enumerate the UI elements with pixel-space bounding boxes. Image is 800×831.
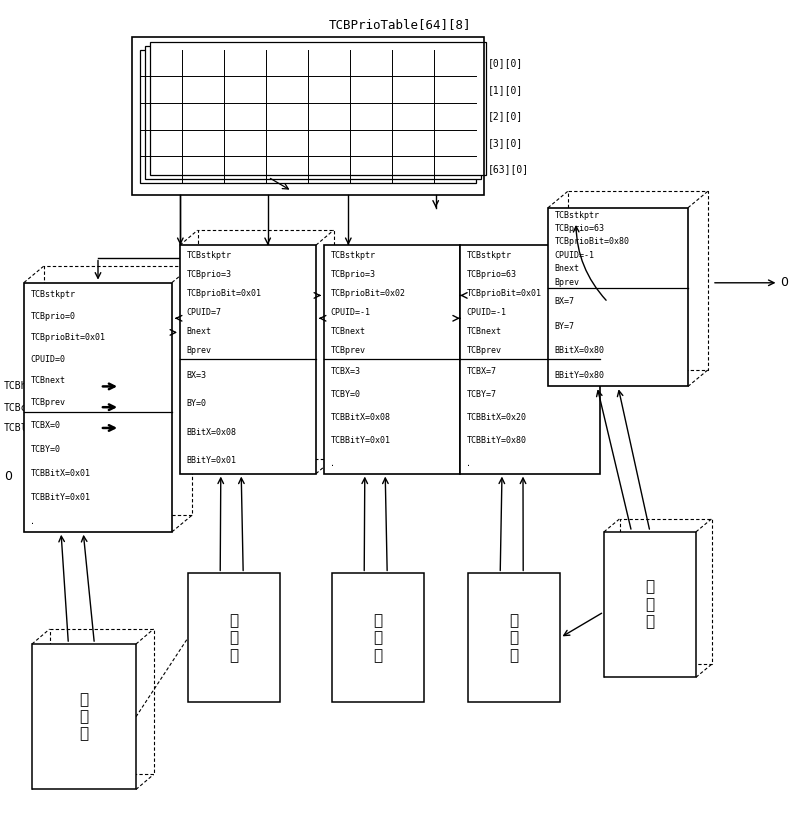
Text: BBitY=0x80: BBitY=0x80 (554, 371, 605, 380)
FancyBboxPatch shape (604, 532, 696, 677)
Text: ...: ... (198, 138, 207, 148)
Text: 线
程
栈: 线 程 栈 (646, 580, 654, 629)
Text: TCBlist: TCBlist (4, 423, 45, 433)
Text: TCBBitX=0x01: TCBBitX=0x01 (30, 469, 90, 478)
Text: TCBBitX=0x08: TCBBitX=0x08 (330, 413, 390, 422)
Text: 线
程
栈: 线 程 栈 (230, 613, 238, 662)
Text: [3][0]: [3][0] (488, 138, 523, 148)
Text: TCBnext: TCBnext (30, 376, 66, 386)
FancyBboxPatch shape (188, 573, 280, 702)
FancyBboxPatch shape (324, 245, 460, 474)
Text: TCBprio=3: TCBprio=3 (186, 270, 231, 279)
Text: [63][0]: [63][0] (488, 165, 529, 175)
Text: TCBY=7: TCBY=7 (466, 391, 496, 400)
Text: TCBprioBit=0x80: TCBprioBit=0x80 (554, 238, 630, 247)
Text: TCBstkptr: TCBstkptr (186, 251, 231, 260)
FancyBboxPatch shape (145, 46, 481, 179)
Text: ...: ... (325, 138, 334, 148)
Text: ...: ... (241, 138, 250, 148)
FancyBboxPatch shape (32, 644, 136, 789)
Text: Bnext: Bnext (186, 327, 211, 337)
Text: Bprev: Bprev (186, 347, 211, 356)
Text: TCBstkptr: TCBstkptr (466, 251, 511, 260)
Text: BBitX=0x80: BBitX=0x80 (554, 347, 605, 356)
Text: Bnext: Bnext (554, 264, 579, 273)
Text: CPUID=-1: CPUID=-1 (554, 251, 594, 260)
Text: 线
程
栈: 线 程 栈 (79, 692, 89, 741)
Text: 线
程
栈: 线 程 栈 (374, 613, 382, 662)
Text: CPUID=0: CPUID=0 (30, 355, 66, 364)
Text: 0: 0 (780, 276, 788, 289)
Text: [2][0]: [2][0] (488, 111, 523, 121)
Text: TCBprio=63: TCBprio=63 (554, 224, 605, 233)
FancyBboxPatch shape (468, 573, 560, 702)
Text: TCBprev: TCBprev (30, 398, 66, 407)
FancyBboxPatch shape (180, 245, 316, 474)
Text: TCBcur[8]: TCBcur[8] (4, 402, 57, 412)
Text: ...: ... (450, 138, 459, 148)
Text: TCBprev: TCBprev (330, 347, 366, 356)
Text: TCBprioBit=0x01: TCBprioBit=0x01 (466, 289, 542, 298)
Text: TCBPrioTable[64][8]: TCBPrioTable[64][8] (329, 18, 471, 32)
Text: BX=3: BX=3 (186, 371, 206, 380)
Text: CPUID=-1: CPUID=-1 (330, 308, 370, 317)
Text: BBitX=0x08: BBitX=0x08 (186, 428, 237, 437)
Text: .: . (466, 459, 471, 468)
Text: TCBprio=0: TCBprio=0 (30, 312, 75, 321)
FancyBboxPatch shape (460, 245, 600, 474)
Text: .: . (30, 517, 35, 525)
Text: TCBprioBit=0x02: TCBprioBit=0x02 (330, 289, 406, 298)
Text: TCBprioBit=0x01: TCBprioBit=0x01 (186, 289, 262, 298)
Text: TCBX=3: TCBX=3 (330, 367, 361, 376)
Text: BY=0: BY=0 (186, 399, 206, 408)
Text: [0][0]: [0][0] (488, 58, 523, 68)
Text: ...: ... (409, 138, 418, 148)
Text: .: . (330, 459, 335, 468)
Text: [1][0]: [1][0] (488, 85, 523, 95)
FancyBboxPatch shape (24, 283, 172, 532)
Text: TCBBitX=0x20: TCBBitX=0x20 (466, 413, 526, 422)
Text: TCBBitY=0x01: TCBBitY=0x01 (330, 436, 390, 445)
Text: TCBprio=63: TCBprio=63 (466, 270, 517, 279)
Text: TCBX=0: TCBX=0 (30, 420, 61, 430)
Text: TCBstkptr: TCBstkptr (554, 210, 599, 219)
Text: ...: ... (282, 138, 291, 148)
Text: TCBstkptr: TCBstkptr (330, 251, 375, 260)
Text: TCBX=7: TCBX=7 (466, 367, 496, 376)
Text: TCBBitY=0x80: TCBBitY=0x80 (466, 436, 526, 445)
Text: TCBstkptr: TCBstkptr (30, 290, 75, 299)
Text: TCBBitY=0x01: TCBBitY=0x01 (30, 493, 90, 502)
Text: TCBprioBit=0x01: TCBprioBit=0x01 (30, 333, 106, 342)
Text: TCBY=0: TCBY=0 (30, 445, 61, 454)
Text: ...: ... (157, 138, 166, 148)
FancyBboxPatch shape (150, 42, 486, 175)
Text: BX=7: BX=7 (554, 297, 574, 306)
FancyBboxPatch shape (140, 50, 476, 183)
Text: Bprev: Bprev (554, 278, 579, 287)
Text: TCBnext: TCBnext (466, 327, 502, 337)
Text: BY=7: BY=7 (554, 322, 574, 331)
Text: TCBY=0: TCBY=0 (330, 391, 361, 400)
Text: CPUID=7: CPUID=7 (186, 308, 222, 317)
Text: 0: 0 (4, 470, 12, 484)
Text: TCBhighReady[8]: TCBhighReady[8] (4, 381, 92, 391)
Text: TCBnext: TCBnext (330, 327, 366, 337)
Text: TCBprev: TCBprev (466, 347, 502, 356)
Text: 线
程
栈: 线 程 栈 (510, 613, 518, 662)
FancyBboxPatch shape (548, 208, 688, 386)
Text: ...: ... (366, 138, 375, 148)
FancyBboxPatch shape (332, 573, 424, 702)
Text: TCBprio=3: TCBprio=3 (330, 270, 375, 279)
Text: CPUID=-1: CPUID=-1 (466, 308, 506, 317)
Text: BBitY=0x01: BBitY=0x01 (186, 456, 237, 465)
